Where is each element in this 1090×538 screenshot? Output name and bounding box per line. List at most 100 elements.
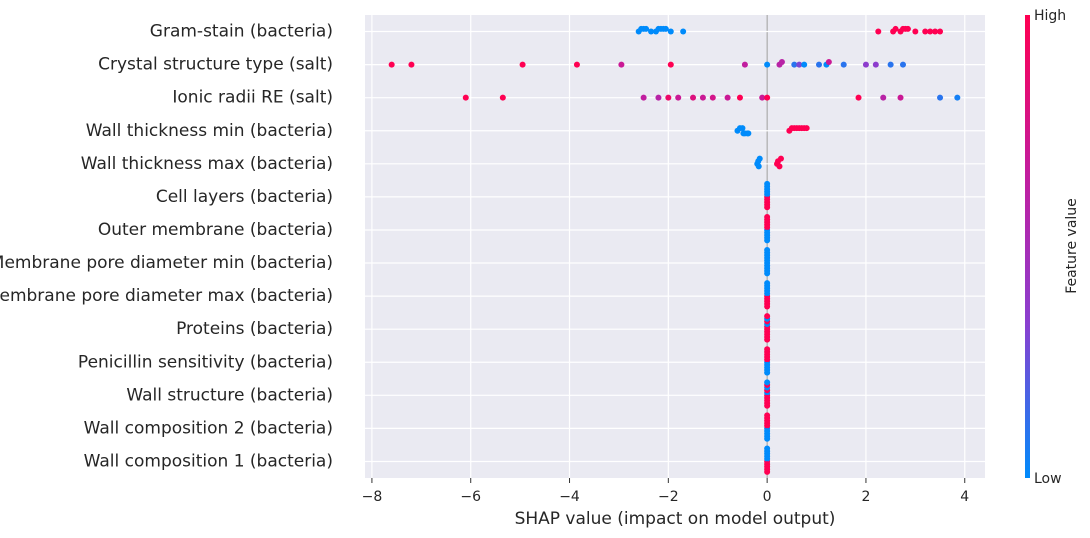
point xyxy=(764,369,771,376)
x-axis-label: SHAP value (impact on model output) xyxy=(515,509,836,529)
point xyxy=(855,94,862,101)
point xyxy=(667,28,674,35)
point xyxy=(791,61,798,68)
point xyxy=(872,61,879,68)
point xyxy=(741,61,748,68)
point xyxy=(739,125,746,132)
point xyxy=(937,28,944,35)
point xyxy=(776,163,783,170)
point xyxy=(764,303,771,310)
point xyxy=(912,28,919,35)
point xyxy=(937,94,944,101)
point xyxy=(862,61,869,68)
point xyxy=(899,61,906,68)
point xyxy=(778,59,785,66)
y-tick-label: Cell layers (bacteria) xyxy=(156,187,333,207)
point xyxy=(764,180,771,187)
point xyxy=(709,94,716,101)
point xyxy=(618,61,625,68)
point xyxy=(764,204,771,211)
point xyxy=(803,125,810,132)
y-tick-label: Outer membrane (bacteria) xyxy=(98,220,333,240)
point xyxy=(764,94,771,101)
point xyxy=(640,94,647,101)
point xyxy=(462,94,469,101)
point xyxy=(756,155,763,162)
y-tick-label: Wall composition 1 (bacteria) xyxy=(84,451,333,471)
point xyxy=(764,313,771,320)
point xyxy=(499,94,506,101)
x-tick-label: −6 xyxy=(460,489,481,505)
point xyxy=(880,94,887,101)
y-tick-label: Membrane pore diameter min (bacteria) xyxy=(0,253,333,273)
x-tick-label: −2 xyxy=(658,489,679,505)
colorbar-low: Low xyxy=(1034,471,1062,487)
point xyxy=(764,402,771,409)
point xyxy=(904,25,911,32)
point xyxy=(675,94,682,101)
point xyxy=(408,61,415,68)
point xyxy=(573,61,580,68)
point xyxy=(764,445,771,452)
point xyxy=(736,94,743,101)
point xyxy=(680,28,687,35)
x-tick-label: 4 xyxy=(960,489,969,505)
point xyxy=(816,61,823,68)
y-tick-label: Penicillin sensitivity (bacteria) xyxy=(78,352,333,372)
y-tick-label: Wall thickness min (bacteria) xyxy=(86,121,333,141)
y-tick-label: Wall composition 2 (bacteria) xyxy=(84,418,333,438)
point xyxy=(690,94,697,101)
point xyxy=(655,94,662,101)
point xyxy=(764,435,771,442)
x-tick-label: −4 xyxy=(559,489,580,505)
point xyxy=(764,270,771,277)
y-tick-label: Crystal structure type (salt) xyxy=(98,55,333,75)
point xyxy=(745,130,752,137)
point xyxy=(892,25,899,32)
colorbar xyxy=(1025,15,1030,478)
point xyxy=(796,61,803,68)
point xyxy=(764,379,771,386)
point xyxy=(922,28,929,35)
x-tick-label: 2 xyxy=(861,489,870,505)
point xyxy=(825,59,832,66)
point xyxy=(665,94,672,101)
y-tick-label: Wall thickness max (bacteria) xyxy=(81,154,333,174)
point xyxy=(755,163,762,170)
point xyxy=(764,336,771,343)
point xyxy=(764,412,771,419)
point xyxy=(875,28,882,35)
point xyxy=(954,94,961,101)
point xyxy=(388,61,395,68)
y-tick-label: Membrane pore diameter max (bacteria) xyxy=(0,286,333,306)
colorbar-high: High xyxy=(1034,8,1066,24)
y-tick-label: Wall structure (bacteria) xyxy=(126,385,333,405)
point xyxy=(764,280,771,287)
point xyxy=(887,61,894,68)
point xyxy=(662,25,669,32)
y-tick-label: Ionic radii RE (salt) xyxy=(172,88,333,108)
point xyxy=(764,468,771,475)
point xyxy=(699,94,706,101)
point xyxy=(897,94,904,101)
point xyxy=(764,346,771,353)
point xyxy=(801,61,808,68)
point xyxy=(927,28,934,35)
point xyxy=(643,25,650,32)
point xyxy=(777,155,784,162)
point xyxy=(667,61,674,68)
point xyxy=(724,94,731,101)
point xyxy=(519,61,526,68)
point xyxy=(764,61,771,68)
colorbar-label: Feature value xyxy=(1064,198,1080,294)
point xyxy=(759,94,766,101)
x-tick-label: −8 xyxy=(362,489,383,505)
point xyxy=(764,237,771,244)
x-tick-label: 0 xyxy=(763,489,772,505)
point xyxy=(764,247,771,254)
point xyxy=(764,213,771,220)
point xyxy=(648,28,655,35)
point xyxy=(840,61,847,68)
plot-area xyxy=(365,15,985,478)
